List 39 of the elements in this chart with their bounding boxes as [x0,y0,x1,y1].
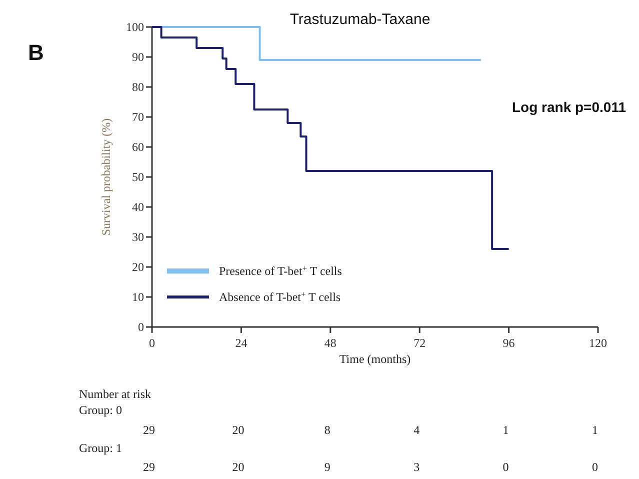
y-tick-label: 90 [132,50,144,64]
x-tick-label: 120 [589,336,607,350]
text: 9 [324,460,330,474]
text: 3 [414,460,420,474]
x-tick-label: 72 [414,336,426,350]
y-tick-label: 80 [132,80,144,94]
text: 8 [324,423,330,437]
x-tick-label: 96 [502,336,515,350]
x-axis-title: Time (months) [339,352,411,366]
y-tick-label: 40 [132,200,144,214]
text: 20 [232,423,244,437]
x-tick-label: 48 [324,336,336,350]
y-tick-label: 30 [132,230,144,244]
y-tick-label: 70 [132,110,144,124]
text: Group: 1 [79,441,122,455]
x-tick-label: 0 [149,336,155,350]
y-tick-label: 50 [132,170,144,184]
y-tick-label: 100 [126,20,144,34]
legend-label: Presence of T-bet$^{+}$ T cells [219,264,342,278]
text: B [28,40,44,65]
text: Group: 0 [79,403,122,417]
y-tick-label: 10 [132,290,144,304]
x-tick-label: 24 [235,336,248,350]
text: 29 [143,423,155,437]
text: 1 [502,423,509,437]
y-tick-label: 0 [138,320,144,334]
legend-label: Absence of T-bet$^{+}$ T cells [219,290,341,304]
text: 0 [592,460,598,474]
chart-title: Trastuzumab-Taxane [290,11,430,28]
text: 4 [414,423,420,437]
annotation: Log rank p=0.011 [512,99,626,115]
y-axis-title: Survival probability (%) [99,118,113,236]
text: 0 [502,460,509,474]
text: 20 [232,460,244,474]
y-tick-label: 60 [132,140,144,154]
text: Number at risk [79,387,151,401]
y-tick-label: 20 [132,260,144,274]
text: 1 [592,423,598,437]
text: 29 [143,460,155,474]
